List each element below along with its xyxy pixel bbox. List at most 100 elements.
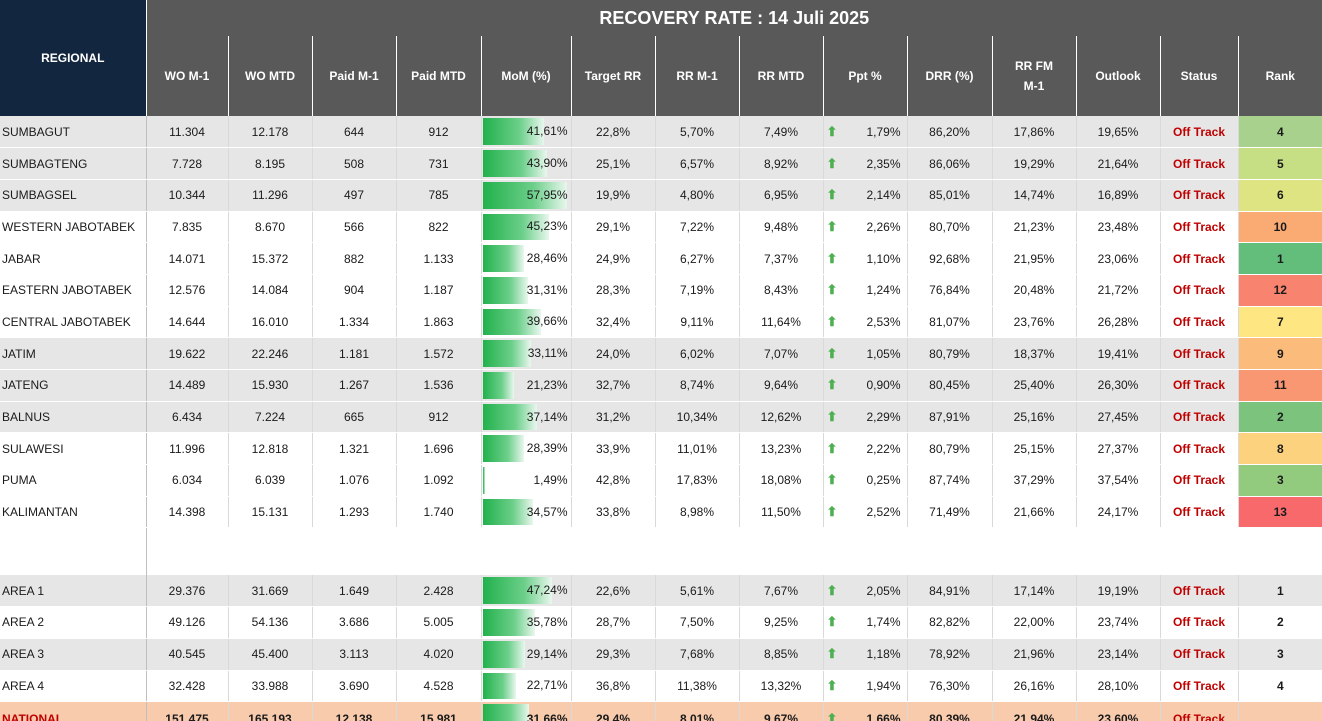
paid-mtd-cell: 15.981: [396, 701, 482, 721]
spacer-cell: [312, 527, 396, 575]
spacer-cell: [0, 527, 147, 575]
table-row: JATIM 19.622 22.246 1.181 1.572 33,11% 24,0% 6,…: [0, 337, 1322, 370]
mom-value: 31,66%: [526, 711, 568, 721]
drr-cell: 80,70%: [907, 211, 993, 244]
mom-cell: 57,95%: [481, 179, 572, 212]
table-row: WESTERN JABOTABEK 7.835 8.670 566 822 45,23% 2…: [0, 211, 1322, 244]
rank-cell: 13: [1238, 496, 1322, 529]
rank-cell: 3: [1238, 638, 1322, 671]
outlook-cell: 23,14%: [1076, 638, 1161, 671]
rr-m1-cell: 7,50%: [655, 606, 740, 639]
paid-mtd-cell: 731: [396, 147, 482, 180]
wo-m1-cell: 14.071: [146, 242, 229, 275]
rr-fm-cell: 23,76%: [992, 306, 1077, 339]
paid-m1-cell: 497: [312, 179, 397, 212]
outlook-cell: 28,10%: [1076, 670, 1161, 703]
rank-cell: 3: [1238, 464, 1322, 497]
rr-m1-cell: 7,68%: [655, 638, 740, 671]
arrow-up-icon: ⬆: [826, 313, 838, 329]
national-row: NATIONAL 151.475 165.193 12.138 15.981 31,66%…: [0, 701, 1322, 721]
status-cell: Off Track: [1160, 701, 1239, 721]
paid-m1-cell: 904: [312, 274, 397, 307]
mom-cell: 22,71%: [481, 670, 572, 703]
region-name-cell: NATIONAL: [0, 701, 147, 721]
status-cell: Off Track: [1160, 179, 1239, 212]
rr-mtd-cell: 8,92%: [739, 147, 824, 180]
rr-mtd-cell: 8,43%: [739, 274, 824, 307]
wo-mtd-cell: 8.195: [228, 147, 313, 180]
wo-m1-cell: 49.126: [146, 606, 229, 639]
paid-m1-cell: 1.076: [312, 464, 397, 497]
rr-fm-cell: 25,40%: [992, 369, 1077, 402]
table-row: SUMBAGTENG 7.728 8.195 508 731 43,90% 25,1% 6,5…: [0, 147, 1322, 180]
spacer-cell: [992, 527, 1076, 575]
mom-data-bar: [482, 467, 485, 494]
spacer-cell: [146, 527, 228, 575]
col-header-rr-fm-line2: M-1: [1023, 79, 1045, 93]
table-row: JABAR 14.071 15.372 882 1.133 28,46% 24,9% 6,27…: [0, 242, 1322, 275]
spacer-cell: [655, 527, 739, 575]
region-name-cell: SULAWESI: [0, 432, 147, 466]
rank-cell: 8: [1238, 432, 1322, 466]
drr-cell: 82,82%: [907, 606, 993, 639]
arrow-up-icon: ⬆: [826, 582, 838, 598]
paid-m1-cell: 644: [312, 116, 397, 149]
wo-mtd-cell: 22.246: [228, 337, 313, 370]
mom-value: 1,49%: [533, 472, 568, 487]
region-name-cell: SUMBAGSEL: [0, 179, 147, 212]
rr-fm-cell: 20,48%: [992, 274, 1077, 307]
spacer-cell: [823, 527, 907, 575]
paid-m1-cell: 1.181: [312, 337, 397, 370]
arrow-up-icon: ⬆: [826, 218, 838, 234]
status-cell: Off Track: [1160, 638, 1239, 671]
rank-cell: 4: [1238, 670, 1322, 703]
table-row: AREA 4 32.428 33.988 3.690 4.528 22,71% 36,8% 1…: [0, 670, 1322, 703]
paid-mtd-cell: 1.572: [396, 337, 482, 370]
region-name-cell: SUMBAGTENG: [0, 147, 147, 180]
mom-value: 57,95%: [526, 187, 568, 202]
rr-fm-cell: 21,66%: [992, 496, 1077, 529]
paid-mtd-cell: 1.740: [396, 496, 482, 529]
wo-m1-cell: 7.835: [146, 211, 229, 244]
rank-cell: [1238, 701, 1322, 721]
paid-mtd-cell: 4.020: [396, 638, 482, 671]
spacer-cell: [1238, 527, 1322, 575]
ppt-cell: ⬆ 2,22%: [823, 432, 908, 466]
wo-m1-cell: 6.434: [146, 401, 229, 434]
ppt-cell: ⬆ 2,05%: [823, 574, 908, 608]
rr-mtd-cell: 18,08%: [739, 464, 824, 497]
target-rr-cell: 29,4%: [571, 701, 656, 721]
arrow-up-icon: ⬆: [826, 711, 838, 721]
ppt-value: 1,79%: [866, 124, 901, 139]
rr-fm-cell: 17,86%: [992, 116, 1077, 149]
status-cell: Off Track: [1160, 401, 1239, 434]
region-name-cell: PUMA: [0, 464, 147, 497]
wo-m1-cell: 29.376: [146, 574, 229, 608]
rr-fm-cell: 22,00%: [992, 606, 1077, 639]
wo-m1-cell: 7.728: [146, 147, 229, 180]
col-header-outlook: Outlook: [1075, 36, 1160, 116]
drr-cell: 80,79%: [907, 337, 993, 370]
rr-m1-cell: 6,02%: [655, 337, 740, 370]
mom-cell: 43,90%: [481, 147, 572, 180]
rank-cell: 12: [1238, 274, 1322, 307]
ppt-cell: ⬆ 1,10%: [823, 242, 908, 275]
mom-value: 47,24%: [526, 583, 568, 598]
arrow-up-icon: ⬆: [826, 472, 838, 488]
rr-mtd-cell: 7,37%: [739, 242, 824, 275]
mom-value: 31,31%: [526, 282, 568, 297]
mom-data-bar: [482, 498, 534, 526]
target-rr-cell: 28,3%: [571, 274, 656, 307]
paid-m1-cell: 3.686: [312, 606, 397, 639]
paid-mtd-cell: 1.187: [396, 274, 482, 307]
table-row: AREA 3 40.545 45.400 3.113 4.020 29,14% 29,3% 7…: [0, 638, 1322, 671]
status-cell: Off Track: [1160, 606, 1239, 639]
wo-mtd-cell: 165.193: [228, 701, 313, 721]
mom-cell: 35,78%: [481, 606, 572, 639]
status-cell: Off Track: [1160, 337, 1239, 370]
outlook-cell: 19,19%: [1076, 574, 1161, 608]
wo-mtd-cell: 54.136: [228, 606, 313, 639]
status-cell: Off Track: [1160, 574, 1239, 608]
wo-mtd-cell: 16.010: [228, 306, 313, 339]
